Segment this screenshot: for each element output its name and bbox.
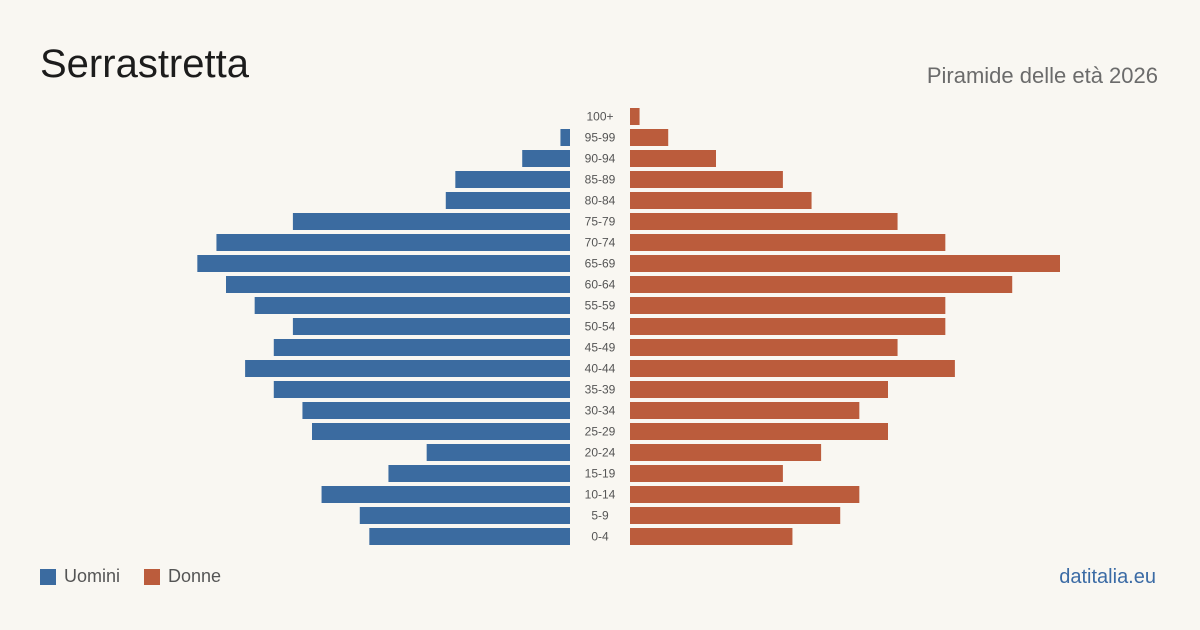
age-label-75-79: 75-79 [585, 215, 616, 229]
bar-men-80-84 [445, 192, 570, 209]
bar-women-90-94 [630, 150, 716, 167]
bar-women-95-99 [630, 129, 669, 146]
bar-men-10-14 [321, 486, 570, 503]
bar-women-55-59 [630, 297, 946, 314]
age-label-45-49: 45-49 [585, 341, 616, 355]
age-label-10-14: 10-14 [585, 488, 616, 502]
age-label-15-19: 15-19 [585, 467, 616, 481]
bar-men-5-9 [359, 507, 570, 524]
legend-item-men: Uomini [40, 566, 120, 587]
bar-men-15-19 [388, 465, 570, 482]
age-label-30-34: 30-34 [585, 404, 616, 418]
age-label-70-74: 70-74 [585, 236, 616, 250]
bar-women-85-89 [630, 171, 783, 188]
bar-men-30-34 [302, 402, 570, 419]
bar-men-65-69 [197, 255, 571, 272]
legend: Uomini Donne [40, 566, 245, 587]
bar-women-100+ [630, 108, 640, 125]
brand-link[interactable]: datitalia.eu [1059, 566, 1156, 588]
bar-women-0-4 [630, 528, 793, 545]
age-label-5-9: 5-9 [591, 509, 609, 523]
age-label-40-44: 40-44 [585, 362, 616, 376]
bar-men-0-4 [369, 528, 570, 545]
bar-men-40-44 [245, 360, 570, 377]
bar-women-15-19 [630, 465, 783, 482]
legend-swatch-women [144, 568, 161, 585]
age-label-85-89: 85-89 [585, 173, 616, 187]
age-label-55-59: 55-59 [585, 299, 616, 313]
bar-men-85-89 [455, 171, 570, 188]
age-label-80-84: 80-84 [585, 194, 616, 208]
bar-women-40-44 [630, 360, 955, 377]
bar-men-35-39 [273, 381, 570, 398]
bar-women-60-64 [630, 276, 1013, 293]
chart-title: Serrastretta [40, 42, 249, 86]
legend-item-women: Donne [144, 566, 221, 587]
bar-men-95-99 [560, 129, 570, 146]
bar-women-10-14 [630, 486, 860, 503]
bar-men-20-24 [426, 444, 570, 461]
age-label-25-29: 25-29 [585, 425, 616, 439]
bar-women-25-29 [630, 423, 888, 440]
bar-women-75-79 [630, 213, 898, 230]
bar-women-70-74 [630, 234, 946, 251]
chart-subtitle: Piramide delle età 2026 [926, 63, 1158, 88]
bar-women-20-24 [630, 444, 822, 461]
age-label-95-99: 95-99 [585, 131, 616, 145]
bar-men-70-74 [216, 234, 570, 251]
age-label-0-4: 0-4 [591, 530, 609, 544]
bar-men-50-54 [292, 318, 570, 335]
bar-women-50-54 [630, 318, 946, 335]
bar-women-80-84 [630, 192, 812, 209]
age-label-90-94: 90-94 [585, 152, 616, 166]
bar-men-25-29 [312, 423, 570, 440]
age-label-20-24: 20-24 [585, 446, 616, 460]
age-label-50-54: 50-54 [585, 320, 616, 334]
bar-men-45-49 [273, 339, 570, 356]
legend-swatch-men [40, 568, 56, 585]
age-label-60-64: 60-64 [585, 278, 616, 292]
bar-women-65-69 [630, 255, 1060, 272]
bar-women-5-9 [630, 507, 841, 524]
legend-label-women: Donne [168, 566, 222, 586]
bar-women-45-49 [630, 339, 898, 356]
bar-men-75-79 [292, 213, 570, 230]
bar-women-30-34 [630, 402, 860, 419]
bar-men-55-59 [254, 297, 570, 314]
age-label-65-69: 65-69 [585, 257, 616, 271]
bar-men-60-64 [226, 276, 570, 293]
age-label-100+: 100+ [586, 110, 613, 124]
bar-men-90-94 [522, 150, 570, 167]
bar-women-35-39 [630, 381, 888, 398]
age-label-35-39: 35-39 [585, 383, 616, 397]
legend-label-men: Uomini [64, 566, 121, 586]
